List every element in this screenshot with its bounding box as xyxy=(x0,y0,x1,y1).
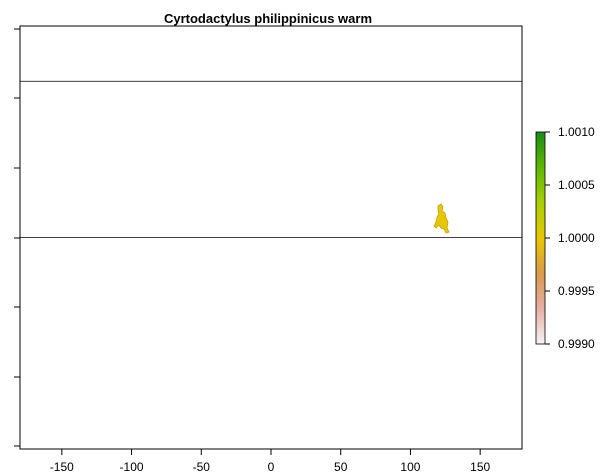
x-tick-label: -50 xyxy=(193,460,211,472)
plot-title: Cyrtodactylus philippinicus warm xyxy=(164,11,372,26)
x-tick-label: 100 xyxy=(400,460,420,472)
occurrence-shape xyxy=(433,203,450,234)
x-tick-label: -100 xyxy=(120,460,144,472)
legend-tick-label: 0.9995 xyxy=(558,284,595,298)
x-tick-label: 50 xyxy=(334,460,348,472)
legend-tick-label: 1.0005 xyxy=(558,178,595,192)
legend-tick-label: 1.0000 xyxy=(558,231,595,245)
x-tick-label: -150 xyxy=(50,460,74,472)
x-tick-label: 150 xyxy=(470,460,490,472)
legend-colorbar xyxy=(535,131,546,345)
y-axis-ticks xyxy=(14,28,20,447)
legend-ticks: 1.0010 1.0005 1.0000 0.9995 0.9990 xyxy=(545,125,595,351)
x-axis-ticks: -150 -100 -50 0 50 100 150 xyxy=(50,449,490,472)
x-tick-label: 0 xyxy=(268,460,275,472)
legend-tick-label: 1.0010 xyxy=(558,125,595,139)
reference-lines xyxy=(20,80,522,238)
occurrence-patch xyxy=(433,203,450,234)
legend-tick-label: 0.9990 xyxy=(558,337,595,351)
